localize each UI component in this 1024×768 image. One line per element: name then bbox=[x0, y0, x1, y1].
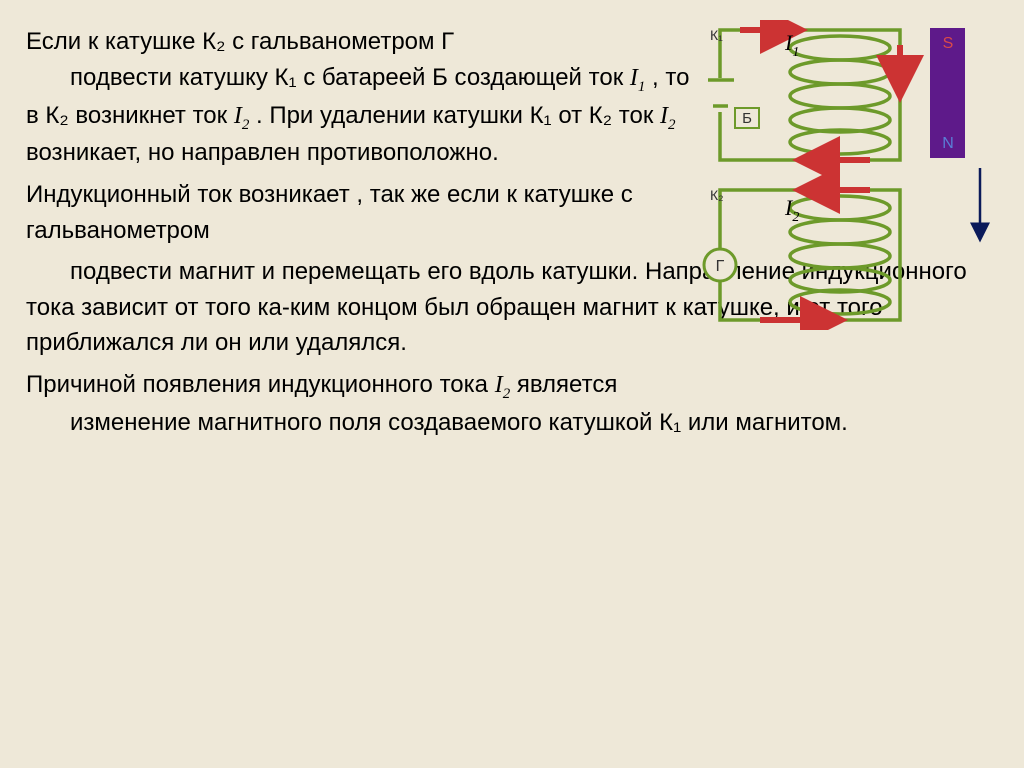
p4c: изменение магнитного поля создаваемого к… bbox=[70, 409, 848, 436]
coil-k2 bbox=[790, 196, 890, 314]
sym-i2-c: I2 bbox=[495, 372, 511, 398]
p2a: Индукционный ток возникает , так же если… bbox=[26, 181, 633, 244]
label-s: S bbox=[943, 35, 954, 52]
magnet: S N bbox=[930, 28, 965, 158]
label-n: N bbox=[942, 135, 954, 152]
sym-i1: I1 bbox=[630, 65, 646, 91]
label-k2: К₂ bbox=[710, 187, 724, 203]
p1e: возникает, но направлен противоположно. bbox=[26, 139, 499, 166]
coil-k1 bbox=[790, 36, 890, 154]
p1d: . При удалении катушки К₁ от К₂ ток bbox=[256, 102, 660, 129]
sym-i2-a: I2 bbox=[234, 103, 250, 129]
label-g: Г bbox=[716, 258, 725, 275]
label-k1: К₁ bbox=[710, 27, 723, 43]
circuit-k1: Б К₁ I1 bbox=[708, 27, 900, 160]
p4a: Причиной появления индукционного тока bbox=[26, 371, 495, 398]
p4b: является bbox=[517, 371, 617, 398]
label-b: Б bbox=[742, 110, 752, 127]
p1b: подвести катушку К₁ с батареей Б создающ… bbox=[70, 64, 630, 91]
sym-i2-b: I2 bbox=[660, 103, 676, 129]
p1a: Если к катушке К₂ с гальванометром Г bbox=[26, 28, 454, 55]
label-i2: I2 bbox=[784, 195, 799, 225]
label-i1: I1 bbox=[784, 30, 799, 60]
circuit-diagram: Б К₁ I1 S N Г К₂ bbox=[700, 20, 1010, 330]
circuit-k2: Г К₂ I2 bbox=[704, 187, 900, 320]
